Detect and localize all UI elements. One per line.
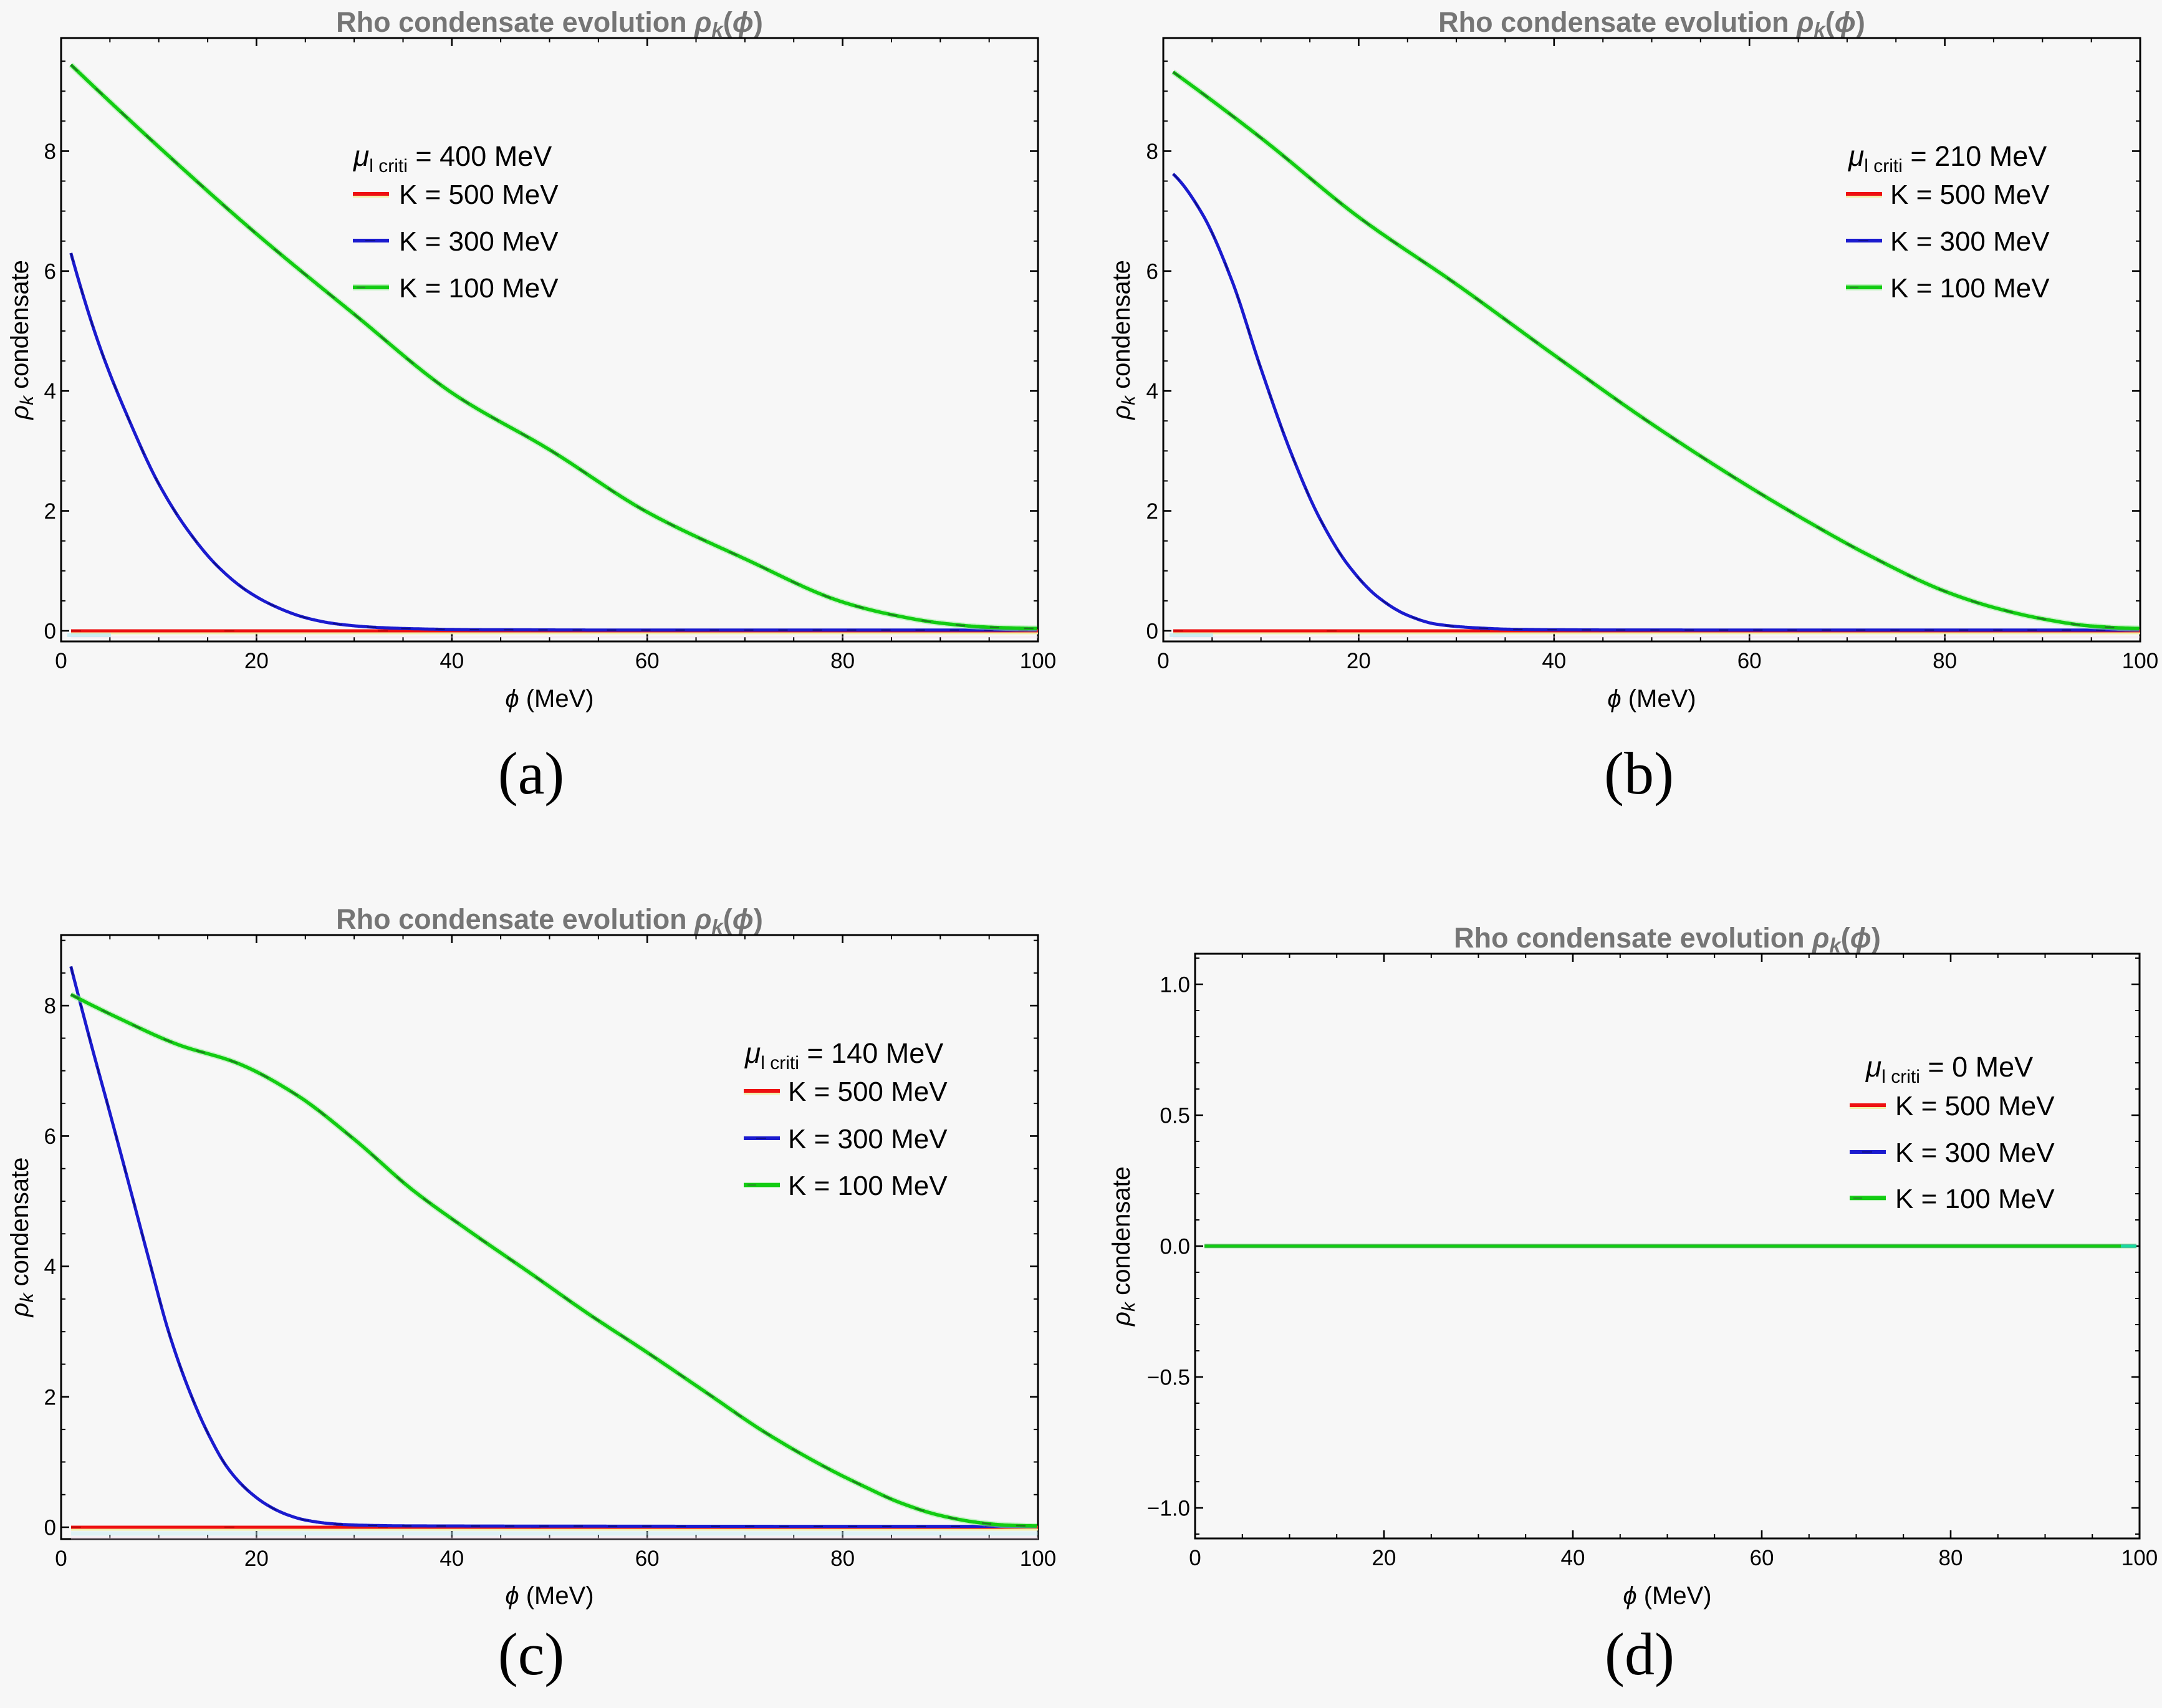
- svg-text:K = 300 MeV: K = 300 MeV: [1895, 1138, 2055, 1168]
- svg-text:ϕ (MeV): ϕ (MeV): [505, 685, 593, 712]
- svg-text:K = 100 MeV: K = 100 MeV: [1895, 1184, 2055, 1214]
- svg-text:80: 80: [830, 1547, 855, 1571]
- svg-text:Rho condensate evolution ρk(ϕ): Rho condensate evolution ρk(ϕ): [1438, 6, 1865, 41]
- svg-text:μl criti = 140 MeV: μl criti = 140 MeV: [744, 1037, 943, 1073]
- svg-text:4: 4: [44, 1255, 56, 1279]
- svg-text:2: 2: [1146, 499, 1158, 524]
- svg-text:20: 20: [244, 649, 269, 673]
- svg-text:0: 0: [55, 1547, 67, 1571]
- svg-text:0: 0: [1189, 1546, 1201, 1570]
- svg-text:(b): (b): [1604, 740, 1674, 807]
- svg-text:40: 40: [1542, 649, 1566, 673]
- svg-text:K = 100 MeV: K = 100 MeV: [1890, 273, 2050, 304]
- svg-text:8: 8: [44, 994, 56, 1019]
- svg-text:60: 60: [1737, 649, 1762, 673]
- svg-text:60: 60: [635, 1547, 660, 1571]
- svg-text:100: 100: [1020, 1547, 1056, 1571]
- svg-text:ρk condensate: ρk condensate: [1108, 1166, 1139, 1327]
- svg-text:K = 300 MeV: K = 300 MeV: [788, 1124, 948, 1154]
- svg-text:K = 300 MeV: K = 300 MeV: [399, 226, 559, 257]
- svg-text:0: 0: [44, 620, 56, 644]
- svg-text:0.0: 0.0: [1160, 1235, 1190, 1259]
- svg-text:6: 6: [44, 1125, 56, 1149]
- svg-text:K = 500 MeV: K = 500 MeV: [1890, 180, 2050, 210]
- svg-text:ϕ (MeV): ϕ (MeV): [1623, 1582, 1711, 1610]
- svg-text:ρk condensate: ρk condensate: [6, 1158, 37, 1318]
- svg-text:(a): (a): [498, 740, 565, 807]
- svg-text:Rho condensate evolution ρk(ϕ): Rho condensate evolution ρk(ϕ): [336, 6, 763, 41]
- svg-text:2: 2: [44, 1385, 56, 1409]
- svg-text:K = 500 MeV: K = 500 MeV: [788, 1077, 948, 1107]
- svg-text:0: 0: [55, 649, 67, 673]
- svg-text:40: 40: [440, 649, 464, 673]
- svg-text:100: 100: [2122, 649, 2158, 673]
- svg-text:0: 0: [1157, 649, 1169, 673]
- svg-text:ρk condensate: ρk condensate: [6, 260, 37, 420]
- svg-text:40: 40: [440, 1547, 464, 1571]
- svg-text:ϕ (MeV): ϕ (MeV): [505, 1582, 593, 1610]
- svg-text:100: 100: [2121, 1546, 2158, 1570]
- svg-text:80: 80: [830, 649, 855, 673]
- svg-text:0: 0: [1146, 620, 1158, 644]
- svg-text:−0.5: −0.5: [1147, 1366, 1190, 1390]
- svg-text:4: 4: [44, 380, 56, 404]
- svg-text:−1.0: −1.0: [1147, 1497, 1190, 1521]
- svg-text:0.5: 0.5: [1160, 1104, 1190, 1128]
- svg-text:20: 20: [1372, 1546, 1396, 1570]
- svg-text:40: 40: [1561, 1546, 1585, 1570]
- svg-text:4: 4: [1146, 380, 1158, 404]
- svg-text:K = 100 MeV: K = 100 MeV: [788, 1171, 948, 1201]
- svg-text:80: 80: [1933, 649, 1957, 673]
- svg-text:(c): (c): [498, 1621, 565, 1687]
- svg-text:ϕ (MeV): ϕ (MeV): [1607, 685, 1696, 712]
- svg-text:8: 8: [44, 140, 56, 164]
- svg-text:Rho condensate evolution ρk(ϕ): Rho condensate evolution ρk(ϕ): [1454, 922, 1881, 957]
- svg-text:ρk condensate: ρk condensate: [1108, 260, 1139, 420]
- svg-text:6: 6: [44, 259, 56, 284]
- svg-text:2: 2: [44, 499, 56, 524]
- svg-text:K = 500 MeV: K = 500 MeV: [1895, 1091, 2055, 1121]
- svg-text:60: 60: [635, 649, 660, 673]
- svg-text:μl criti = 400 MeV: μl criti = 400 MeV: [353, 140, 552, 176]
- svg-text:K = 300 MeV: K = 300 MeV: [1890, 226, 2050, 257]
- svg-text:60: 60: [1750, 1546, 1774, 1570]
- svg-text:8: 8: [1146, 140, 1158, 164]
- svg-text:6: 6: [1146, 259, 1158, 284]
- svg-text:100: 100: [1020, 649, 1056, 673]
- svg-text:K = 500 MeV: K = 500 MeV: [399, 180, 559, 210]
- svg-text:(d): (d): [1605, 1621, 1674, 1687]
- svg-text:80: 80: [1939, 1546, 1963, 1570]
- svg-text:20: 20: [1347, 649, 1371, 673]
- svg-text:Rho condensate evolution ρk(ϕ): Rho condensate evolution ρk(ϕ): [336, 903, 763, 938]
- svg-text:20: 20: [244, 1547, 269, 1571]
- svg-text:0: 0: [44, 1516, 56, 1540]
- svg-text:K = 100 MeV: K = 100 MeV: [399, 273, 559, 304]
- svg-text:1.0: 1.0: [1160, 973, 1190, 997]
